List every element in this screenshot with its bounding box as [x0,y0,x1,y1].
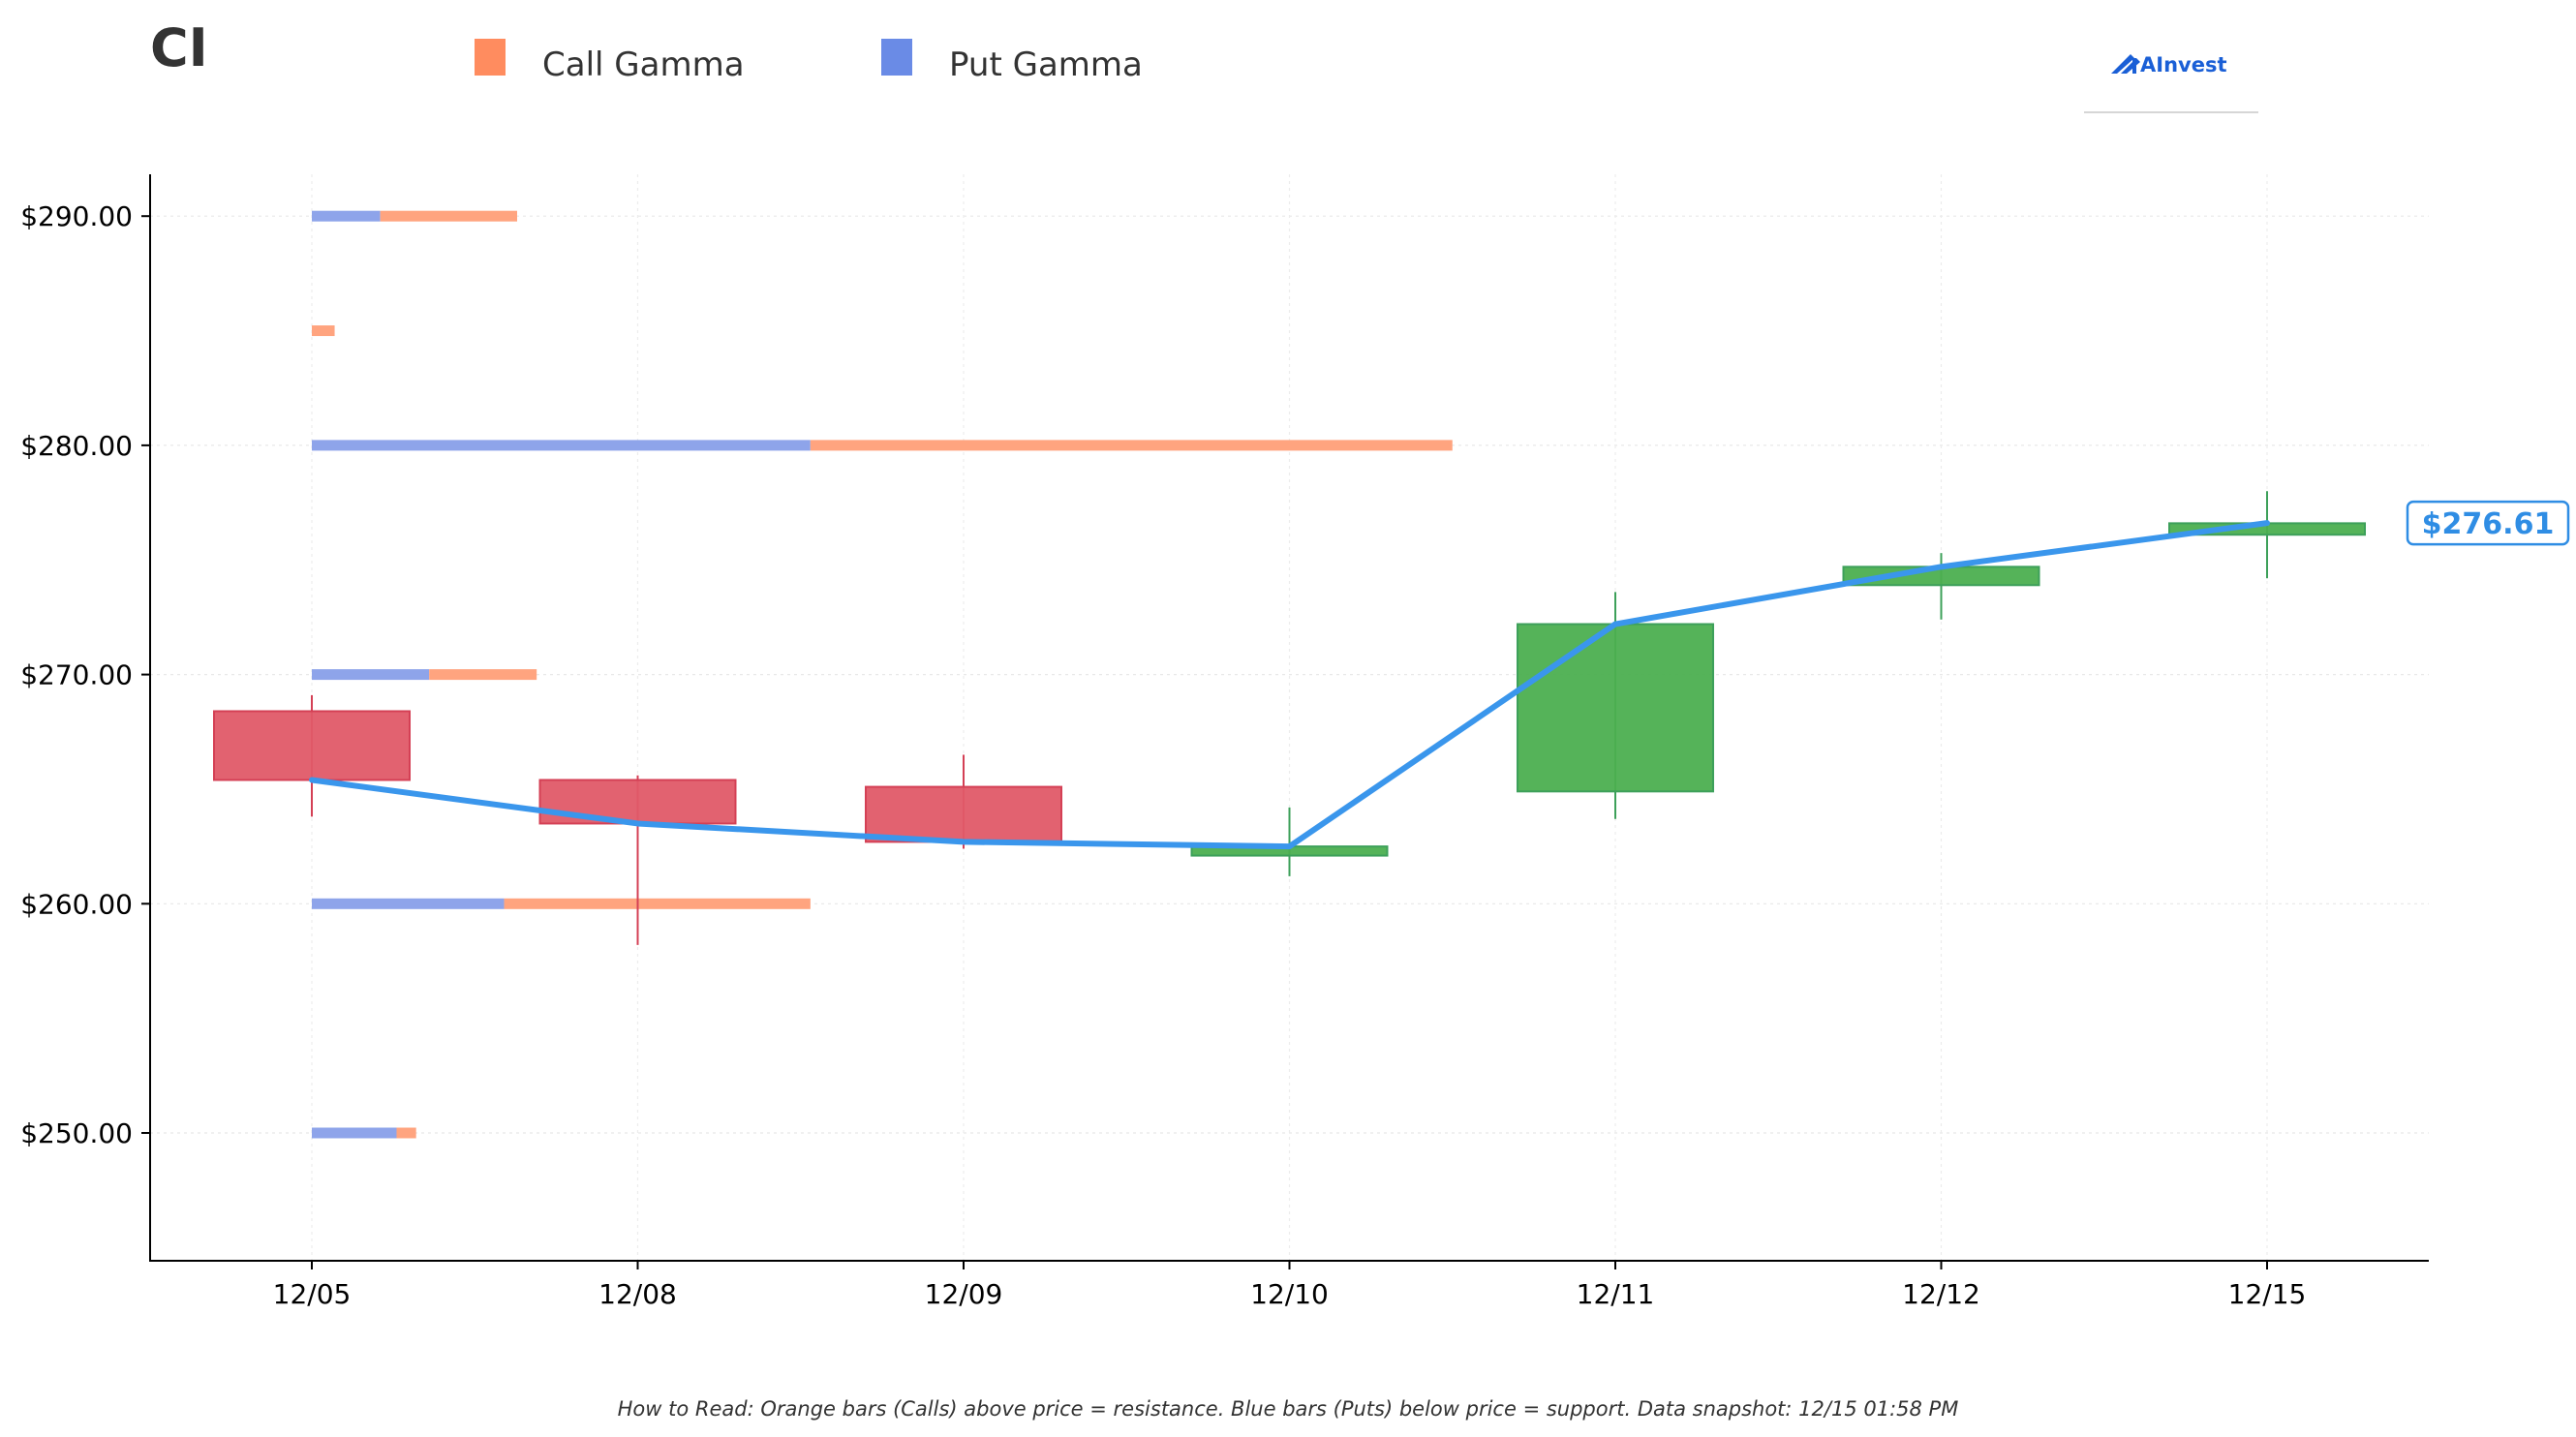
candle-body-2 [865,785,1062,843]
legend-swatch-call [475,39,506,76]
x-tick-label-2: 12/09 [925,1278,1003,1310]
x-tick-label-0: 12/05 [273,1278,352,1310]
y-tick-label-1: $260.00 [20,888,133,920]
aiinvest-logo: AInvest [2084,53,2258,113]
x-tick-label-5: 12/12 [1902,1278,1980,1310]
gamma-bars [312,210,1453,1139]
close-line-path [309,520,2270,850]
current-price-badge: $276.61 [2406,500,2570,546]
current-price-label: $276.61 [2422,507,2555,541]
gamma-bar-put-280 [312,440,811,451]
footnote: How to Read: Orange bars (Calls) above p… [618,1397,1959,1421]
candle-body-0 [213,710,411,781]
gamma-bar-put-250 [312,1127,397,1139]
ticker-title: CI [150,17,208,78]
candle-body-4 [1517,623,1714,793]
y-tick-label-2: $270.00 [20,659,133,691]
x-tick-label-4: 12/11 [1577,1278,1655,1310]
y-tick-label-0: $250.00 [20,1117,133,1149]
gamma-bar-call-285 [312,325,335,337]
legend: Call Gamma Put Gamma [475,39,1143,84]
gamma-bar-call-270 [429,669,537,681]
legend-label-put: Put Gamma [949,46,1143,84]
current-price-box [2406,500,2570,546]
x-tick-label-1: 12/08 [598,1278,677,1310]
gamma-bar-call-280 [810,440,1453,451]
gamma-bar-call-260 [504,898,811,909]
aiinvest-logo-icon [2111,54,2140,74]
close-price-line [309,520,2270,850]
gamma-bar-put-260 [312,898,505,909]
gamma-bar-put-270 [312,669,430,681]
y-tick-label-4: $290.00 [20,200,133,232]
grid-lines [150,174,2429,1261]
logo-text: AInvest [2140,53,2227,76]
y-axis-ticks: $250.00 $260.00 $270.00 $280.00 $290.00 [20,200,150,1149]
gamma-bar-put-290 [312,210,381,222]
legend-label-call: Call Gamma [542,46,745,84]
x-axis-ticks: 12/05 12/08 12/09 12/10 12/11 12/12 12/15 [273,1261,2307,1310]
x-tick-label-3: 12/10 [1250,1278,1329,1310]
legend-swatch-put [881,39,912,76]
y-tick-label-3: $280.00 [20,430,133,462]
gamma-bar-call-290 [380,210,517,222]
gamma-bar-call-250 [396,1127,416,1139]
x-tick-label-6: 12/15 [2228,1278,2307,1310]
